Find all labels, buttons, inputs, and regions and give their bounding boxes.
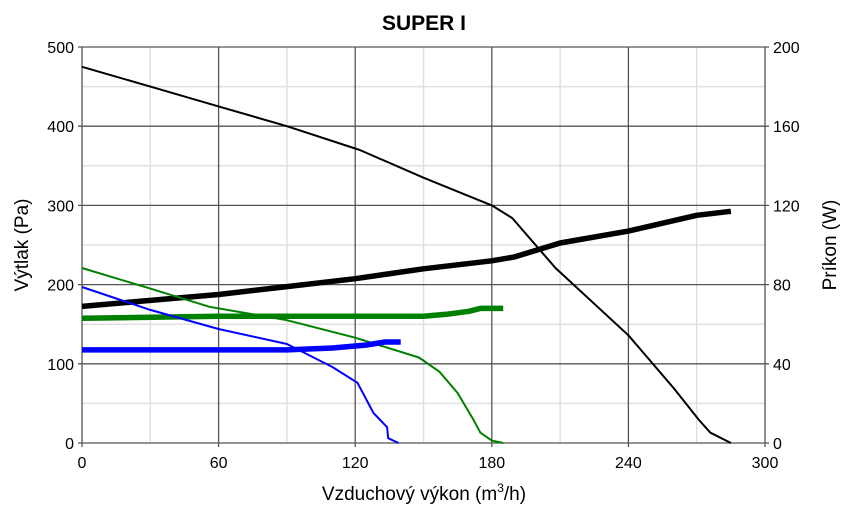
y2-tick-label: 40 (773, 357, 791, 374)
y-tick-label: 500 (47, 40, 74, 57)
pressure-curve-008000 (81, 267, 504, 444)
power-curve-0000ff (82, 339, 401, 353)
y-axis-label: Výtlak (Pa) (12, 199, 33, 292)
x-axis-label: Vzduchový výkon (m3/h) (322, 481, 526, 505)
y2-axis-label: Príkon (W) (820, 200, 841, 291)
y-tick-label: 300 (47, 198, 74, 215)
grid (78, 46, 769, 447)
x-tick-label: 0 (78, 455, 87, 472)
y2-tick-label: 120 (773, 198, 800, 215)
tick-labels: 0 60 120 180 240 300 0 100 200 300 400 500 0 40 80 120 1… (47, 40, 800, 472)
x-tick-label: 300 (752, 455, 779, 472)
y2-tick-label: 0 (773, 436, 782, 453)
y-tick-label: 100 (47, 357, 74, 374)
x-tick-label: 60 (210, 455, 228, 472)
y2-tick-label: 80 (773, 278, 791, 295)
power-curve-000000 (81, 208, 732, 310)
y-tick-label: 400 (47, 119, 74, 136)
x-tick-label: 120 (342, 455, 369, 472)
chart-title: SUPER I (382, 12, 466, 35)
x-tick-label: 240 (615, 455, 642, 472)
y-tick-label: 200 (47, 278, 74, 295)
x-tick-label: 180 (478, 455, 505, 472)
series-lines (81, 65, 732, 444)
pressure-curve-0000ff (81, 286, 399, 444)
y2-tick-label: 200 (773, 40, 800, 57)
power-curve-008000 (81, 305, 504, 322)
pressure-curve-000000 (81, 65, 732, 444)
y-tick-label: 0 (65, 436, 74, 453)
y2-tick-label: 160 (773, 119, 800, 136)
